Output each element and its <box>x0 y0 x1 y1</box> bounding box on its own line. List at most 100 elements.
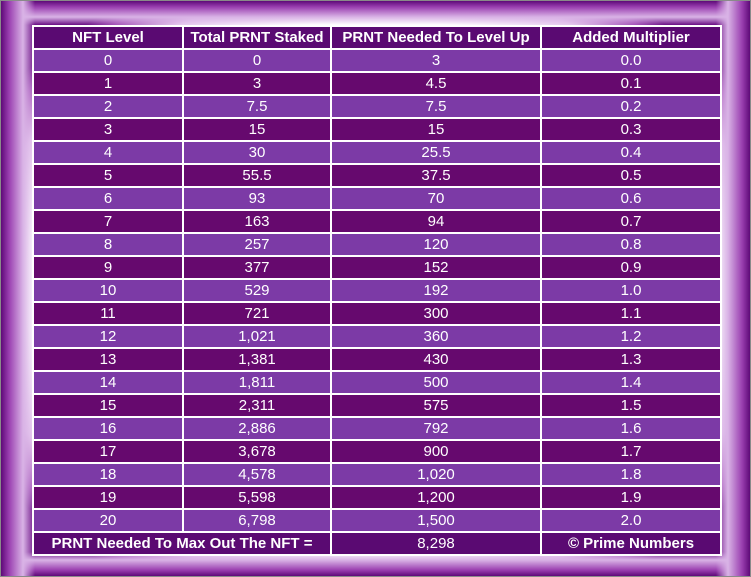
cell-prnt-needed: 430 <box>332 349 540 370</box>
table-row: 12 1,021 360 1.2 <box>34 326 720 347</box>
cell-added-multiplier: 0.1 <box>542 73 720 94</box>
cell-prnt-needed: 4.5 <box>332 73 540 94</box>
cell-prnt-needed: 25.5 <box>332 142 540 163</box>
table-row: 5 55.5 37.5 0.5 <box>34 165 720 186</box>
table-row: 6 93 70 0.6 <box>34 188 720 209</box>
cell-added-multiplier: 0.6 <box>542 188 720 209</box>
cell-added-multiplier: 0.3 <box>542 119 720 140</box>
cell-added-multiplier: 1.6 <box>542 418 720 439</box>
cell-nft-level: 7 <box>34 211 182 232</box>
cell-prnt-needed: 7.5 <box>332 96 540 117</box>
cell-total-prnt-staked: 55.5 <box>184 165 330 186</box>
cell-total-prnt-staked: 5,598 <box>184 487 330 508</box>
table-row: 18 4,578 1,020 1.8 <box>34 464 720 485</box>
copyright-credit: © Prime Numbers <box>542 533 720 554</box>
cell-total-prnt-staked: 0 <box>184 50 330 71</box>
cell-added-multiplier: 1.4 <box>542 372 720 393</box>
cell-total-prnt-staked: 2,886 <box>184 418 330 439</box>
cell-prnt-needed: 152 <box>332 257 540 278</box>
cell-added-multiplier: 1.5 <box>542 395 720 416</box>
cell-added-multiplier: 1.1 <box>542 303 720 324</box>
table-row: 10 529 192 1.0 <box>34 280 720 301</box>
summary-row: PRNT Needed To Max Out The NFT = 8,298 ©… <box>34 533 720 554</box>
table-header-row: NFT Level Total PRNT Staked PRNT Needed … <box>34 27 720 48</box>
table-row: 4 30 25.5 0.4 <box>34 142 720 163</box>
cell-prnt-needed: 900 <box>332 441 540 462</box>
nft-level-table: NFT Level Total PRNT Staked PRNT Needed … <box>32 25 722 556</box>
cell-prnt-needed: 500 <box>332 372 540 393</box>
cell-total-prnt-staked: 377 <box>184 257 330 278</box>
cell-nft-level: 20 <box>34 510 182 531</box>
summary-label: PRNT Needed To Max Out The NFT = <box>34 533 330 554</box>
table-row: 20 6,798 1,500 2.0 <box>34 510 720 531</box>
cell-total-prnt-staked: 15 <box>184 119 330 140</box>
cell-added-multiplier: 0.8 <box>542 234 720 255</box>
summary-total-value: 8,298 <box>332 533 540 554</box>
cell-total-prnt-staked: 4,578 <box>184 464 330 485</box>
table-row: 9 377 152 0.9 <box>34 257 720 278</box>
cell-nft-level: 3 <box>34 119 182 140</box>
cell-total-prnt-staked: 93 <box>184 188 330 209</box>
cell-nft-level: 18 <box>34 464 182 485</box>
cell-nft-level: 11 <box>34 303 182 324</box>
cell-prnt-needed: 37.5 <box>332 165 540 186</box>
table-row: 16 2,886 792 1.6 <box>34 418 720 439</box>
cell-nft-level: 17 <box>34 441 182 462</box>
cell-nft-level: 2 <box>34 96 182 117</box>
cell-added-multiplier: 1.7 <box>542 441 720 462</box>
cell-prnt-needed: 120 <box>332 234 540 255</box>
table-row: 3 15 15 0.3 <box>34 119 720 140</box>
cell-added-multiplier: 1.8 <box>542 464 720 485</box>
table-row: 7 163 94 0.7 <box>34 211 720 232</box>
cell-prnt-needed: 15 <box>332 119 540 140</box>
cell-nft-level: 14 <box>34 372 182 393</box>
header-added-multiplier: Added Multiplier <box>542 27 720 48</box>
cell-total-prnt-staked: 30 <box>184 142 330 163</box>
cell-added-multiplier: 0.7 <box>542 211 720 232</box>
cell-added-multiplier: 0.0 <box>542 50 720 71</box>
cell-nft-level: 1 <box>34 73 182 94</box>
cell-nft-level: 19 <box>34 487 182 508</box>
cell-nft-level: 6 <box>34 188 182 209</box>
table-row: 15 2,311 575 1.5 <box>34 395 720 416</box>
table-body: 0 0 3 0.0 1 3 4.5 0.1 2 7.5 7.5 0.2 3 15 15 0.3 4 30 25.5 0… <box>34 50 720 531</box>
header-nft-level: NFT Level <box>34 27 182 48</box>
cell-added-multiplier: 0.5 <box>542 165 720 186</box>
table-row: 11 721 300 1.1 <box>34 303 720 324</box>
cell-total-prnt-staked: 3 <box>184 73 330 94</box>
cell-total-prnt-staked: 529 <box>184 280 330 301</box>
cell-added-multiplier: 2.0 <box>542 510 720 531</box>
cell-total-prnt-staked: 2,311 <box>184 395 330 416</box>
cell-total-prnt-staked: 1,381 <box>184 349 330 370</box>
cell-added-multiplier: 0.2 <box>542 96 720 117</box>
table-row: 1 3 4.5 0.1 <box>34 73 720 94</box>
cell-total-prnt-staked: 163 <box>184 211 330 232</box>
cell-added-multiplier: 0.9 <box>542 257 720 278</box>
cell-total-prnt-staked: 1,021 <box>184 326 330 347</box>
table-row: 8 257 120 0.8 <box>34 234 720 255</box>
cell-nft-level: 13 <box>34 349 182 370</box>
header-total-prnt-staked: Total PRNT Staked <box>184 27 330 48</box>
cell-prnt-needed: 1,200 <box>332 487 540 508</box>
cell-prnt-needed: 94 <box>332 211 540 232</box>
cell-added-multiplier: 1.0 <box>542 280 720 301</box>
cell-total-prnt-staked: 7.5 <box>184 96 330 117</box>
table-row: 17 3,678 900 1.7 <box>34 441 720 462</box>
cell-nft-level: 5 <box>34 165 182 186</box>
cell-prnt-needed: 1,500 <box>332 510 540 531</box>
cell-prnt-needed: 192 <box>332 280 540 301</box>
cell-added-multiplier: 1.2 <box>542 326 720 347</box>
cell-nft-level: 8 <box>34 234 182 255</box>
cell-nft-level: 0 <box>34 50 182 71</box>
cell-added-multiplier: 1.3 <box>542 349 720 370</box>
cell-nft-level: 10 <box>34 280 182 301</box>
cell-added-multiplier: 1.9 <box>542 487 720 508</box>
cell-nft-level: 15 <box>34 395 182 416</box>
cell-prnt-needed: 360 <box>332 326 540 347</box>
cell-total-prnt-staked: 721 <box>184 303 330 324</box>
cell-total-prnt-staked: 6,798 <box>184 510 330 531</box>
table-row: 0 0 3 0.0 <box>34 50 720 71</box>
cell-prnt-needed: 70 <box>332 188 540 209</box>
table-row: 14 1,811 500 1.4 <box>34 372 720 393</box>
